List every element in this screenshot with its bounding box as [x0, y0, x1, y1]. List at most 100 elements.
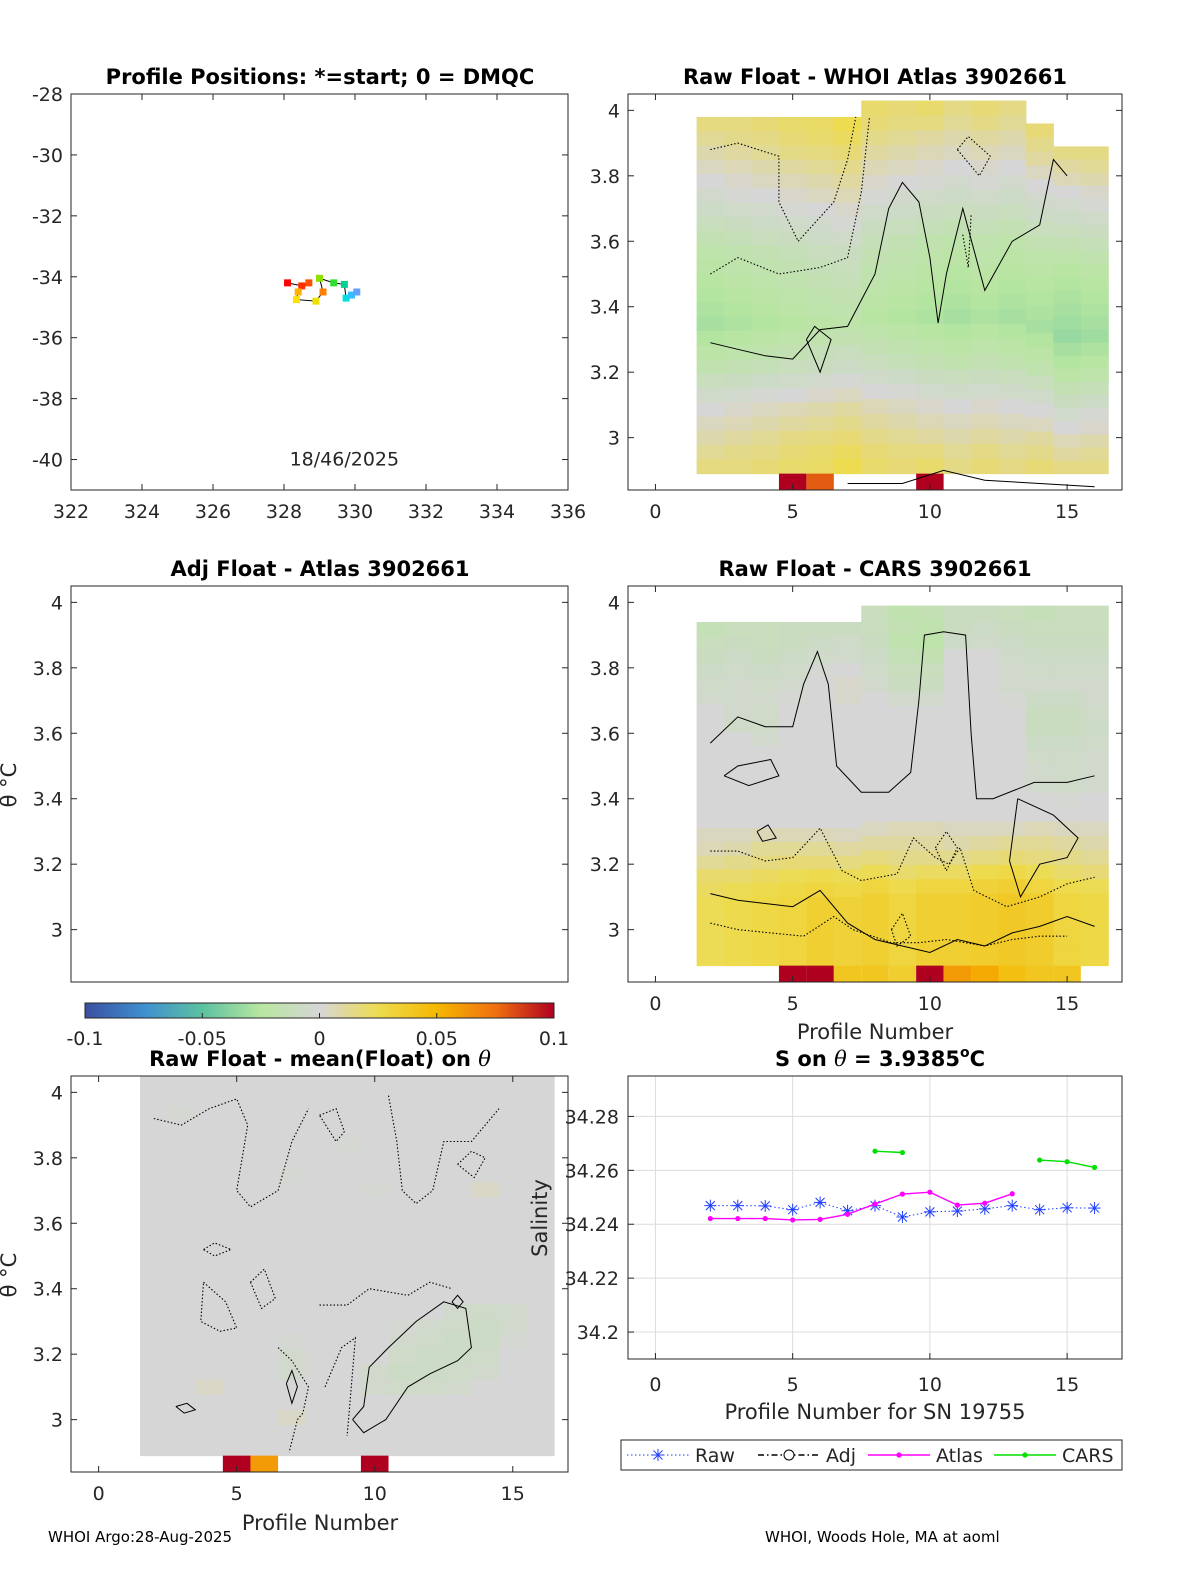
heatmap-cell	[1080, 264, 1109, 278]
heatmap-cell	[806, 373, 835, 389]
heatmap-cell	[806, 188, 835, 204]
heatmap-cell	[971, 145, 999, 161]
heatmap-cell	[943, 922, 972, 938]
heatmap-cell	[360, 1167, 390, 1183]
heatmap-cell	[1025, 836, 1054, 851]
heatmap-cell	[861, 692, 890, 707]
heatmap-cell	[1053, 778, 1082, 794]
heatmap-cell	[278, 1425, 307, 1441]
heatmap-cell	[1025, 922, 1054, 938]
heatmap-cell	[222, 1349, 251, 1366]
heatmap-cell	[278, 1318, 307, 1335]
heatmap-cell	[471, 1121, 500, 1138]
heatmap-cell	[916, 339, 945, 355]
heatmap-cell	[916, 663, 945, 679]
heatmap-cell	[696, 359, 725, 375]
profile-position-point	[284, 279, 292, 287]
heatmap-cell	[1025, 193, 1054, 208]
profile-position-point	[316, 274, 323, 282]
heatmap-cell	[998, 908, 1027, 923]
heatmap-cell	[724, 622, 752, 637]
heatmap-cell	[806, 704, 835, 719]
heatmap-cell	[443, 1440, 472, 1457]
y-tick-label: 4	[608, 100, 620, 122]
heatmap-cell	[943, 160, 972, 176]
contour-dotted	[710, 116, 871, 275]
heatmap-cell	[1025, 123, 1054, 138]
heatmap-cell	[998, 160, 1027, 176]
heatmap-cell	[998, 115, 1027, 131]
heatmap-cell	[751, 131, 780, 146]
heatmap-cell	[888, 279, 917, 296]
heatmap-cell	[778, 302, 807, 318]
heatmap-cell	[696, 745, 725, 760]
heatmap-bottom-cell	[250, 1455, 279, 1472]
heatmap-cell	[696, 402, 725, 418]
heatmap-cell	[971, 384, 999, 400]
heatmap-cell	[1053, 447, 1082, 462]
heatmap-cell	[888, 249, 917, 266]
heatmap-cell	[416, 1394, 445, 1411]
heatmap-cell	[861, 175, 890, 191]
y-tick-label: -34	[32, 267, 63, 289]
heatmap-cell	[498, 1136, 528, 1153]
contour-solid	[710, 889, 1095, 954]
heatmap-cell	[167, 1167, 196, 1183]
heatmap-cell	[526, 1243, 555, 1259]
heatmap-cell	[305, 1410, 334, 1426]
series-line-atlas	[710, 1191, 1013, 1221]
heatmap-cell	[943, 764, 972, 779]
heatmap-cell	[778, 745, 807, 760]
heatmap-cell	[806, 159, 835, 175]
heatmap-cell	[861, 443, 890, 460]
heatmap-cell	[751, 814, 780, 829]
heatmap-cell	[360, 1212, 390, 1229]
heatmap-cell	[916, 443, 945, 460]
heatmap-cell	[305, 1440, 334, 1457]
heatmap-cell	[416, 1410, 445, 1426]
heatmap-cell	[724, 704, 752, 719]
heatmap-cell	[1053, 329, 1082, 344]
heatmap-cell	[1080, 951, 1109, 967]
heatmap-cell	[1025, 735, 1054, 751]
profile-position-point	[292, 296, 300, 304]
salinity-plot: 0 5 10 15 34.2 34.22 34.24 34.26 34.28	[565, 1075, 1123, 1396]
heatmap-cell	[888, 354, 917, 370]
heatmap-cell	[1080, 368, 1109, 383]
raw-marker-stroke	[952, 1206, 963, 1216]
heatmap-cell	[1025, 663, 1054, 679]
heatmap-cell	[833, 649, 862, 664]
heatmap-cell	[778, 924, 807, 939]
x-tick-label: 328	[266, 501, 302, 523]
heatmap-cell	[916, 706, 945, 722]
heatmap-cell	[471, 1394, 500, 1411]
heatmap-cell	[861, 735, 890, 751]
heatmap-bottom-cell	[360, 1455, 389, 1472]
x-tick-label: 10	[363, 1483, 387, 1505]
contour-dotted	[710, 827, 1095, 908]
heatmap-cell	[833, 145, 862, 161]
heatmap-cell	[222, 1410, 251, 1426]
heatmap-cell	[195, 1258, 224, 1274]
heatmap-cell	[778, 388, 807, 403]
heatmap-cell	[416, 1167, 445, 1183]
heatmap-cell	[498, 1227, 528, 1244]
heatmap-cell	[1053, 211, 1082, 226]
heatmap-cell	[333, 1151, 362, 1168]
heatmap-cell	[998, 458, 1027, 475]
heatmap-cell	[916, 951, 945, 967]
contour-solid	[847, 469, 1095, 488]
heatmap-cell	[778, 345, 807, 360]
heatmap-cell	[998, 778, 1027, 794]
heatmap-cell	[724, 690, 752, 705]
heatmap-cell	[971, 130, 999, 146]
legend-marker-stroke	[653, 1450, 663, 1460]
y-tick-label: 34.24	[565, 1214, 619, 1236]
contour-dotted	[934, 830, 958, 872]
heatmap-cell	[443, 1410, 472, 1426]
heatmap-cell	[305, 1425, 334, 1441]
heatmap-cell	[751, 373, 780, 389]
heatmap-cell	[696, 202, 725, 218]
heatmap-cell	[998, 807, 1027, 823]
heatmap-cell	[360, 1334, 390, 1350]
